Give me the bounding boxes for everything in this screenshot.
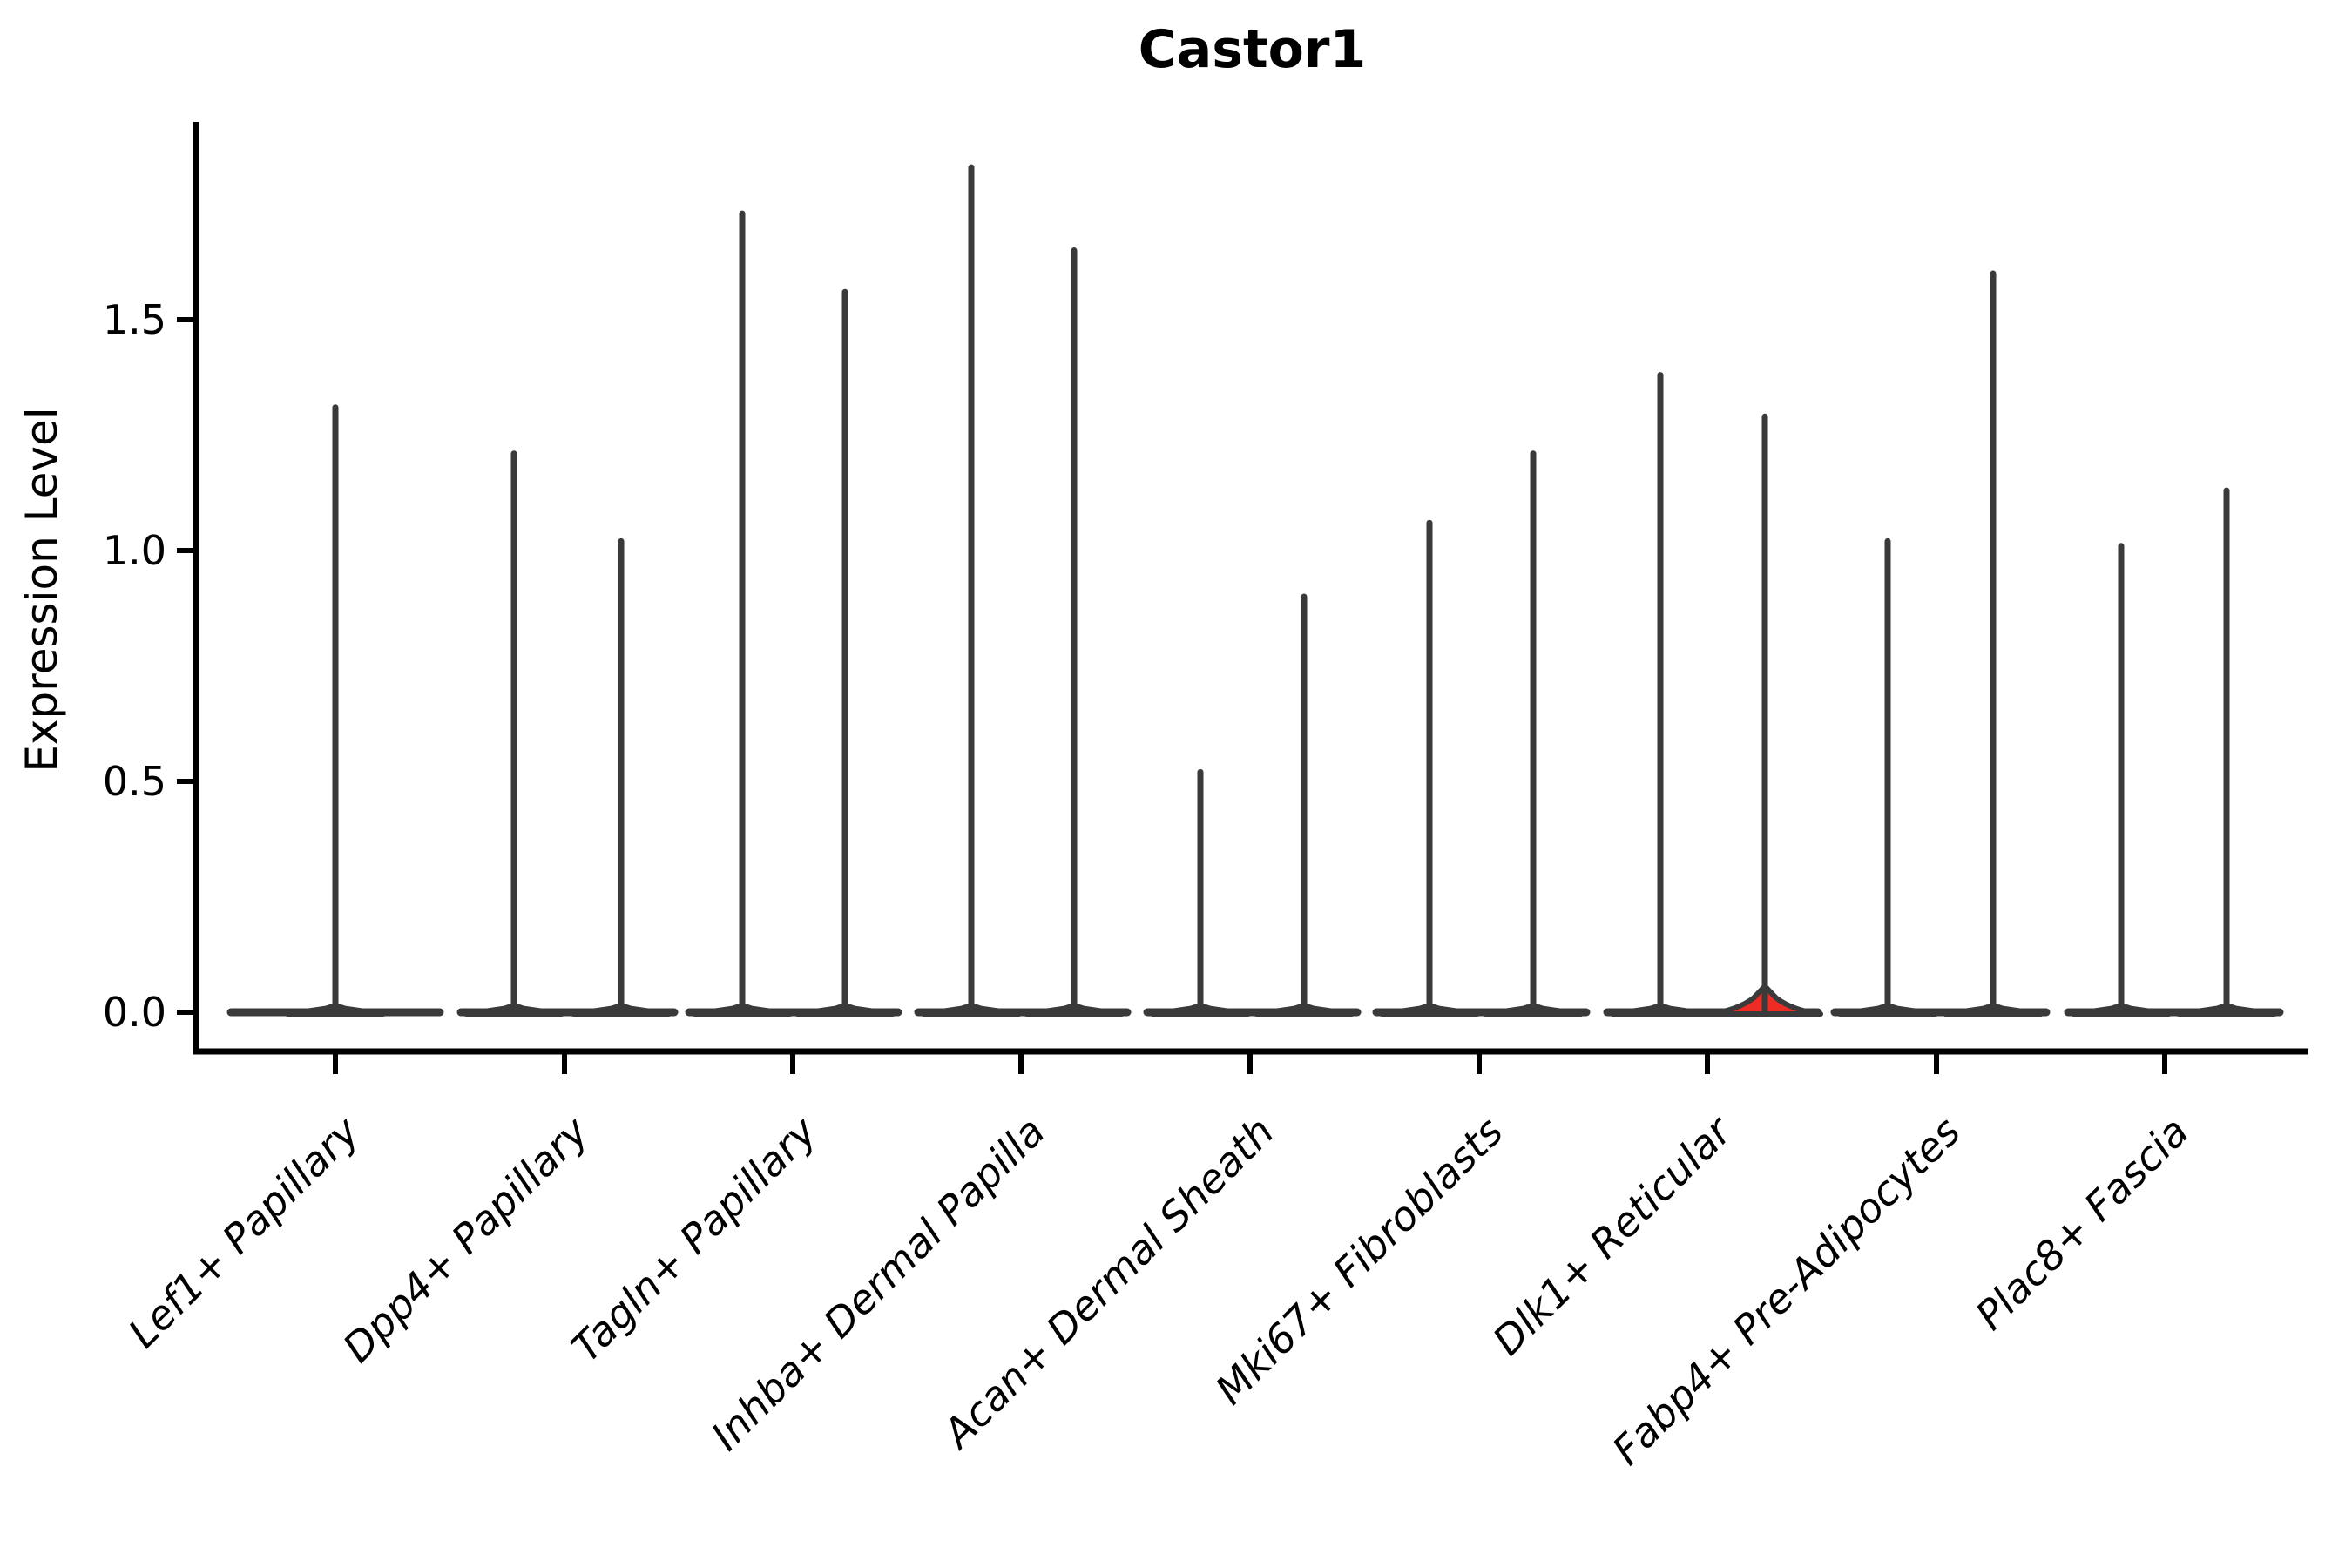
x-category-label: Dpp4+ Papillary (334, 1107, 598, 1371)
x-category-label: Tagln+ Papillary (562, 1107, 826, 1371)
y-tick-label: 1.5 (103, 296, 166, 343)
y-tick-label: 1.0 (103, 527, 166, 574)
x-category-label: Lef1+ Papillary (119, 1107, 368, 1356)
x-category-label: Plac8+ Fascia (1966, 1108, 2197, 1339)
chart-title: Castor1 (1138, 19, 1367, 80)
y-tick-label: 0.0 (103, 989, 166, 1036)
x-category-label: Dlk1+ Reticular (1484, 1105, 1742, 1364)
y-tick-label: 0.5 (103, 758, 166, 805)
